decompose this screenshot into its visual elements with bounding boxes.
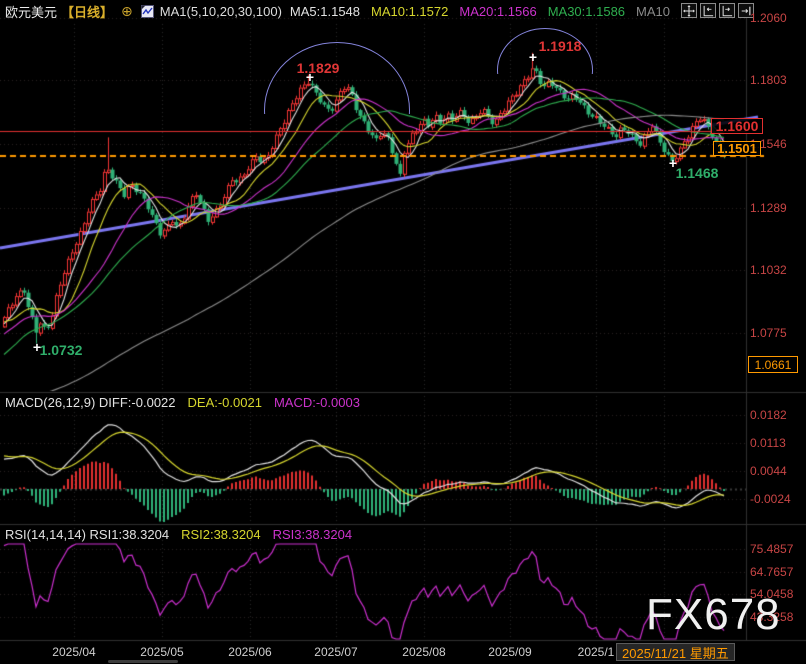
rsi1-label: RSI(14,14,14) RSI1:38.3204 bbox=[5, 527, 170, 542]
pan-icon[interactable] bbox=[681, 3, 697, 18]
macd-axis-label: -0.0024 bbox=[750, 492, 791, 506]
ma-settings-label: MA1(5,10,20,30,100) bbox=[159, 3, 282, 19]
circle-annotation-ellipse[interactable] bbox=[264, 42, 410, 114]
indicator-chart-icon bbox=[140, 4, 154, 18]
extreme-plus-marker: + bbox=[32, 339, 42, 355]
date-crosshair-tooltip: 2025/11/21 星期五 bbox=[616, 643, 735, 661]
circle-annotation bbox=[264, 42, 410, 114]
watermark: FX678 bbox=[646, 590, 781, 639]
date-axis-label: 2025/09 bbox=[488, 645, 532, 659]
last-price-label: 1.1501 bbox=[713, 141, 761, 156]
price-axis-label: 1.1803 bbox=[750, 73, 787, 87]
extreme-plus-marker: + bbox=[668, 155, 678, 171]
period-label: 【日线】 bbox=[61, 4, 114, 20]
date-axis-label: 2025/04 bbox=[52, 645, 96, 659]
macd-header: MACD(26,12,9) DIFF:-0.0022 DEA:-0.0021 M… bbox=[5, 395, 360, 410]
ma-legend-item: MA30:1.1586 bbox=[547, 3, 626, 19]
date-axis-label: 2025/1 bbox=[577, 645, 615, 659]
scrollbar-thumb[interactable] bbox=[108, 660, 178, 663]
rsi-axis-label: 54.0458 bbox=[750, 587, 794, 601]
annotation-low-2: 1.1468 bbox=[675, 165, 719, 181]
toolbar: 欧元美元 【日线】 ⊕ MA1(5,10,20,30,100) MA5:1.15… bbox=[0, 0, 806, 22]
macd-diff-label: MACD(26,12,9) DIFF:-0.0022 bbox=[5, 395, 176, 410]
date-axis-label: 2025/08 bbox=[402, 645, 446, 659]
macd-dea-label: DEA:-0.0021 bbox=[187, 395, 262, 410]
date-axis-label: 2025/07 bbox=[314, 645, 358, 659]
price-axis-label: 1.1289 bbox=[750, 201, 787, 215]
macd-axis-label: 0.0182 bbox=[750, 408, 787, 422]
ma-legend: MA5:1.1548 MA10:1.1572 MA20:1.1566 MA30:1.1… bbox=[290, 4, 670, 19]
chart-tools bbox=[681, 3, 754, 18]
symbol-title: 欧元美元 bbox=[5, 4, 58, 20]
ma-legend-item: MA20:1.1566 bbox=[459, 3, 537, 19]
compress-right-icon[interactable] bbox=[719, 3, 735, 18]
price-axis-label: 1.2060 bbox=[750, 11, 787, 25]
price-axis-label: 1.0775 bbox=[750, 326, 787, 340]
rsi-header: RSI(14,14,14) RSI1:38.3204 RSI2:38.3204 … bbox=[5, 527, 352, 542]
ma-legend-item: MA10:1.1572 bbox=[371, 3, 449, 19]
date-axis-label: 2025/06 bbox=[228, 645, 272, 659]
macd-axis-label: 0.0044 bbox=[750, 464, 787, 478]
macd-axis-label: 0.0113 bbox=[750, 436, 786, 450]
gear-icon[interactable]: ⊕ bbox=[121, 3, 133, 19]
circle-annotation bbox=[497, 28, 593, 74]
ma-legend-item: MA5:1.1548 bbox=[289, 3, 361, 19]
rsi3-label: RSI3:38.3204 bbox=[272, 527, 353, 542]
resistance-price-label[interactable]: 1.1600 bbox=[711, 118, 763, 134]
range-min-label: 1.0661 bbox=[748, 356, 798, 373]
annotation-low-1: 1.0732 bbox=[39, 342, 83, 358]
rsi-axis-label: 75.4857 bbox=[750, 542, 794, 556]
price-axis-label: 1.1032 bbox=[750, 263, 787, 277]
macd-value-label: MACD:-0.0003 bbox=[273, 395, 360, 410]
rsi-axis-label: 43.3258 bbox=[750, 610, 794, 624]
rsi2-label: RSI2:38.3204 bbox=[181, 527, 261, 542]
jump-latest-icon[interactable] bbox=[738, 3, 754, 18]
circle-annotation-ellipse[interactable] bbox=[497, 28, 593, 74]
date-axis-label: 2025/05 bbox=[140, 645, 184, 659]
compress-left-icon[interactable] bbox=[700, 3, 716, 18]
rsi-axis-label: 64.7657 bbox=[750, 565, 794, 579]
ma-legend-item: MA10 bbox=[636, 3, 671, 19]
